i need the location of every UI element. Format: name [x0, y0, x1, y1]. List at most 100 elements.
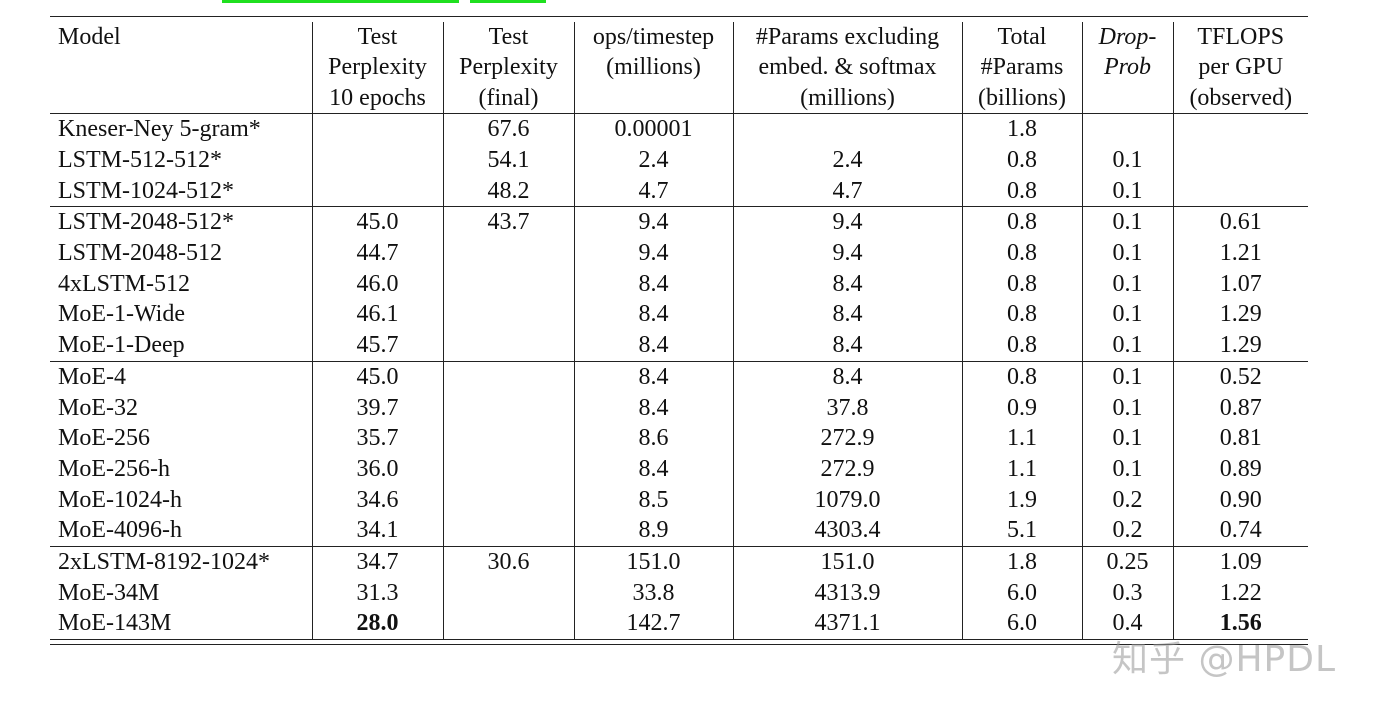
cell-ops-per-timestep: 2.4	[573, 144, 733, 176]
header-row: Model Test Perplexity 10 epochs Test Perplexi…	[50, 22, 1308, 115]
table-row: LSTM-1024-512* 48.2 4.7 4.7 0.8 0.1	[50, 175, 1308, 207]
cell-test-ppl-final	[442, 577, 574, 609]
cell-test-ppl-10-epochs	[311, 175, 443, 207]
cell-ops-per-timestep: 4.7	[573, 175, 733, 207]
cell-test-ppl-10-epochs: 36.0	[311, 453, 443, 485]
cell-test-ppl-final	[442, 238, 574, 269]
cell-test-ppl-10-epochs: 31.3	[311, 577, 443, 609]
table-row: MoE-256-h 36.0 8.4 272.9 1.1 0.1 0.89	[50, 453, 1308, 485]
highlight-bar	[470, 0, 546, 3]
cell-total-params: 0.9	[961, 392, 1082, 424]
cell-test-ppl-final: 67.6	[442, 113, 574, 145]
cell-model: MoE-256	[58, 425, 150, 452]
cell-test-ppl-10-epochs: 44.7	[311, 238, 443, 269]
cell-tflops-per-gpu: 1.09	[1172, 546, 1308, 578]
table-row: MoE-256 35.7 8.6 272.9 1.1 0.1 0.81	[50, 423, 1308, 454]
cell-model: MoE-34M	[58, 579, 160, 606]
cell-tflops-per-gpu: 1.07	[1172, 268, 1308, 300]
cell-tflops-per-gpu: 0.61	[1172, 206, 1308, 239]
cell-test-ppl-final	[442, 515, 574, 547]
cell-test-ppl-10-epochs	[311, 113, 443, 145]
header-line: Test	[357, 24, 398, 50]
cell-params-excluding-embed: 4313.9	[732, 577, 962, 609]
cell-test-ppl-10-epochs: 45.0	[311, 360, 443, 393]
cell-model: MoE-143M	[58, 610, 172, 637]
cell-tflops-per-gpu: 1.56	[1172, 608, 1308, 640]
cell-tflops-per-gpu: 1.21	[1172, 238, 1308, 269]
cell-params-excluding-embed: 1079.0	[732, 484, 962, 516]
cell-test-ppl-final	[442, 423, 574, 454]
cell-drop-prob: 0.4	[1081, 608, 1173, 640]
table-row: MoE-4 45.0 8.4 8.4 0.8 0.1 0.52	[50, 360, 1308, 393]
results-table: Model Test Perplexity 10 epochs Test Perplexi…	[50, 22, 1308, 640]
header-line: (millions)	[800, 84, 895, 111]
cell-total-params: 0.8	[961, 238, 1082, 269]
table-row: MoE-1024-h 34.6 8.5 1079.0 1.9 0.2 0.90	[50, 484, 1308, 516]
cell-test-ppl-10-epochs: 46.1	[311, 299, 443, 331]
cell-total-params: 0.8	[961, 175, 1082, 207]
cell-drop-prob: 0.1	[1081, 299, 1173, 331]
table-row: LSTM-512-512* 54.1 2.4 2.4 0.8 0.1	[50, 144, 1308, 176]
cell-total-params: 0.8	[961, 299, 1082, 331]
table-row: MoE-32 39.7 8.4 37.8 0.9 0.1 0.87	[50, 392, 1308, 424]
cell-test-ppl-10-epochs: 46.0	[311, 268, 443, 300]
cell-ops-per-timestep: 8.4	[573, 299, 733, 331]
header-line: per GPU	[1198, 54, 1284, 81]
table-row: MoE-1-Wide 46.1 8.4 8.4 0.8 0.1 1.29	[50, 299, 1308, 331]
cell-params-excluding-embed: 37.8	[732, 392, 962, 424]
cell-test-ppl-final	[442, 330, 574, 362]
cell-drop-prob: 0.2	[1081, 484, 1173, 516]
cell-test-ppl-10-epochs: 34.7	[311, 546, 443, 578]
cell-total-params: 6.0	[961, 608, 1082, 640]
header-line: (billions)	[978, 84, 1066, 111]
bottom-rule-2	[50, 644, 1308, 645]
cell-ops-per-timestep: 8.4	[573, 392, 733, 424]
header-line: Prob	[1103, 54, 1152, 81]
header-total-params: Total #Params (billions)	[961, 22, 1082, 115]
cell-test-ppl-10-epochs: 35.7	[311, 423, 443, 454]
cell-ops-per-timestep: 8.4	[573, 268, 733, 300]
header-model: Model	[50, 22, 312, 115]
cell-drop-prob: 0.1	[1081, 392, 1173, 424]
cell-params-excluding-embed: 272.9	[732, 423, 962, 454]
highlight-bar	[222, 0, 459, 3]
cell-ops-per-timestep: 151.0	[573, 546, 733, 578]
cell-drop-prob: 0.25	[1081, 546, 1173, 578]
table-row: LSTM-2048-512 44.7 9.4 9.4 0.8 0.1 1.21	[50, 238, 1308, 269]
cell-params-excluding-embed	[732, 113, 962, 145]
cell-model: MoE-256-h	[58, 455, 170, 482]
table-row: MoE-34M 31.3 33.8 4313.9 6.0 0.3 1.22	[50, 577, 1308, 609]
header-line: Drop-	[1098, 24, 1157, 50]
header-line: #Params	[980, 54, 1064, 81]
cell-model: Kneser-Ney 5-gram*	[58, 116, 261, 143]
cell-model: LSTM-2048-512*	[50, 206, 312, 239]
header-ops-per-timestep: ops/timestep (millions)	[573, 22, 733, 115]
header-line: Perplexity	[328, 54, 427, 81]
cell-drop-prob: 0.1	[1081, 175, 1173, 207]
cell-model: LSTM-512-512*	[58, 146, 222, 173]
top-rule	[50, 16, 1308, 17]
cell-test-ppl-final: 54.1	[442, 144, 574, 176]
cell-params-excluding-embed: 9.4	[732, 206, 962, 239]
cell-params-excluding-embed: 8.4	[732, 299, 962, 331]
cell-params-excluding-embed: 151.0	[732, 546, 962, 578]
cell-test-ppl-10-epochs: 34.6	[311, 484, 443, 516]
cell-ops-per-timestep: 142.7	[573, 608, 733, 640]
header-line: ops/timestep	[592, 24, 715, 50]
cell-tflops-per-gpu: 0.89	[1172, 453, 1308, 485]
table-row: MoE-143M 28.0 142.7 4371.1 6.0 0.4 1.56	[50, 608, 1308, 640]
cell-params-excluding-embed: 4371.1	[732, 608, 962, 640]
cell-drop-prob: 0.1	[1081, 330, 1173, 362]
cell-model: MoE-1024-h	[58, 486, 182, 513]
cell-tflops-per-gpu: 1.22	[1172, 577, 1308, 609]
cell-drop-prob: 0.1	[1081, 144, 1173, 176]
cell-test-ppl-10-epochs: 39.7	[311, 392, 443, 424]
cell-test-ppl-final	[442, 608, 574, 640]
cell-tflops-per-gpu: 0.74	[1172, 515, 1308, 547]
cell-tflops-per-gpu	[1172, 113, 1308, 145]
cell-ops-per-timestep: 8.9	[573, 515, 733, 547]
header-tflops-per-gpu: TFLOPS per GPU (observed)	[1172, 22, 1308, 115]
header-line: #Params excluding	[755, 24, 940, 50]
cell-total-params: 1.9	[961, 484, 1082, 516]
cell-ops-per-timestep: 8.4	[573, 453, 733, 485]
